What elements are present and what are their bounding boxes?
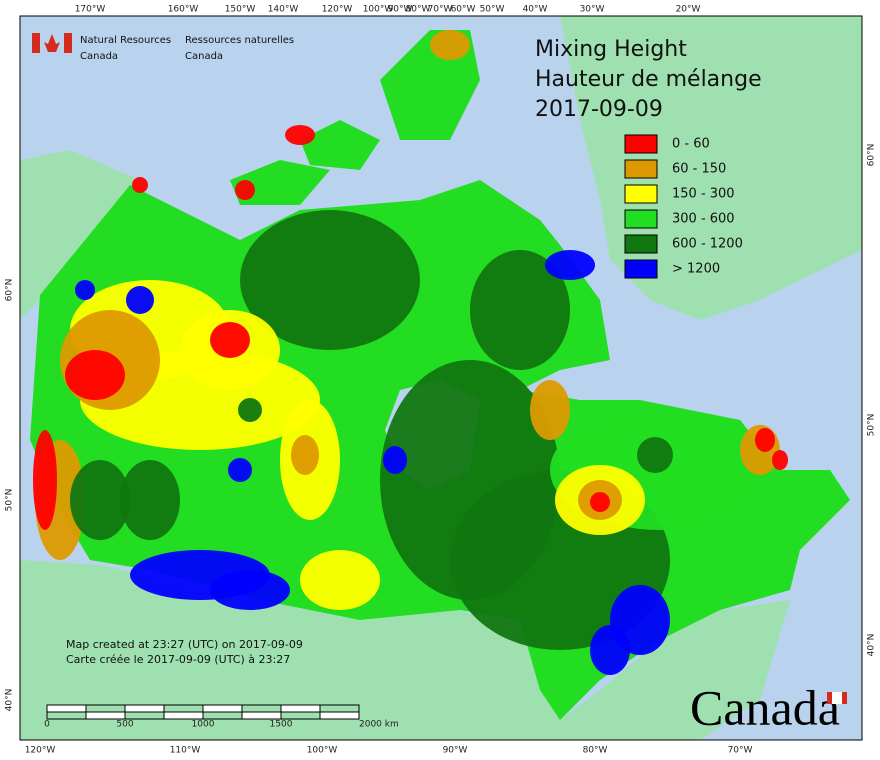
legend-swatch [624,209,658,229]
latitude-label: 60°N [5,279,15,302]
longitude-label: 70°W [728,746,753,756]
scale-segment [241,711,282,720]
legend-label: 60 - 150 [672,162,726,177]
longitude-label: 100°W [307,746,338,756]
map-title: Hauteur de mélange [535,67,762,92]
scale-segment [124,704,165,713]
scale-segment [319,711,360,720]
height-zone [228,458,252,482]
scale-segment [202,704,243,713]
map-credit: Map created at 23:27 (UTC) on 2017-09-09 [66,638,303,651]
org-name-en: Natural Resources [80,35,171,46]
longitude-label: 80°W [583,746,608,756]
flag-leaf [44,34,60,52]
legend-label: 150 - 300 [672,187,735,202]
height-zone [291,435,319,475]
map-title: 2017-09-09 [535,97,663,122]
map-title: Mixing Height [535,37,687,62]
latitude-label: 50°N [867,414,877,437]
latitude-label: 50°N [5,489,15,512]
longitude-label: 60°W [451,5,476,15]
longitude-label: 50°W [480,5,505,15]
longitude-label: 120°W [322,5,353,15]
latitude-label: 40°N [5,689,15,712]
legend-swatch [624,184,658,204]
alaska [20,150,140,320]
legend-label: > 1200 [672,262,720,277]
latitude-label: 60°N [867,144,877,167]
longitude-label: 40°W [523,5,548,15]
map-credit: Carte créée le 2017-09-09 (UTC) à 23:27 [66,653,290,666]
height-zone [210,570,290,610]
legend-swatch [624,234,658,254]
flag-bar [64,33,72,53]
height-zone [240,210,420,350]
flag-bar [32,33,40,53]
longitude-label: 110°W [170,746,201,756]
longitude-label: 80°W [406,5,431,15]
height-zone [238,398,262,422]
org-name-fr: Canada [185,51,223,62]
wordmark-flag [832,692,842,704]
longitude-label: 30°W [580,5,605,15]
height-zone [235,180,255,200]
legend-label: 0 - 60 [672,137,710,152]
longitude-label: 90°W [388,5,413,15]
org-name-fr: Ressources naturelles [185,35,294,46]
scale-label: 1000 [192,720,215,730]
height-zone [545,250,595,280]
legend-swatch [624,259,658,279]
latitude-label: 40°N [867,634,877,657]
height-zone [590,625,630,675]
island [230,160,330,205]
longitude-label: 140°W [268,5,299,15]
height-zone [70,460,130,540]
scale-segment [280,704,321,713]
scale-segment [85,711,126,720]
height-zone [132,177,148,193]
legend-label: 600 - 1200 [672,237,743,252]
height-zone [430,30,470,60]
longitude-label: 160°W [168,5,199,15]
height-zone [65,350,125,400]
height-zone [637,437,673,473]
height-zone [75,280,95,300]
scale-label: 2000 km [359,720,399,730]
longitude-label: 100°W [363,5,394,15]
height-zone [126,286,154,314]
height-zone [383,446,407,474]
scale-segment [46,704,360,720]
legend-swatch [624,134,658,154]
usa [20,560,790,740]
scale-label: 500 [116,720,133,730]
scale-segment [46,704,87,713]
height-zone [300,550,380,610]
longitude-label: 120°W [25,746,56,756]
wordmark: Canada [690,679,840,735]
scale-label: 0 [44,720,50,730]
longitude-label: 170°W [75,5,106,15]
longitude-label: 70°W [428,5,453,15]
island [300,120,380,170]
height-zone [470,250,570,370]
height-zone [530,380,570,440]
height-zone [120,460,180,540]
longitude-label: 20°W [676,5,701,15]
height-zone [755,428,775,452]
longitude-label: 90°W [443,746,468,756]
scale-segment [163,711,204,720]
height-zone [33,430,57,530]
island [420,180,560,260]
height-zone [285,125,315,145]
height-zone [210,322,250,358]
longitude-label: 150°W [225,5,256,15]
map-frame [19,15,863,741]
org-name-en: Canada [80,51,118,62]
scale-label: 1500 [270,720,293,730]
height-zone [772,450,788,470]
legend-label: 300 - 600 [672,212,735,227]
legend-swatch [624,159,658,179]
height-zone [590,492,610,512]
